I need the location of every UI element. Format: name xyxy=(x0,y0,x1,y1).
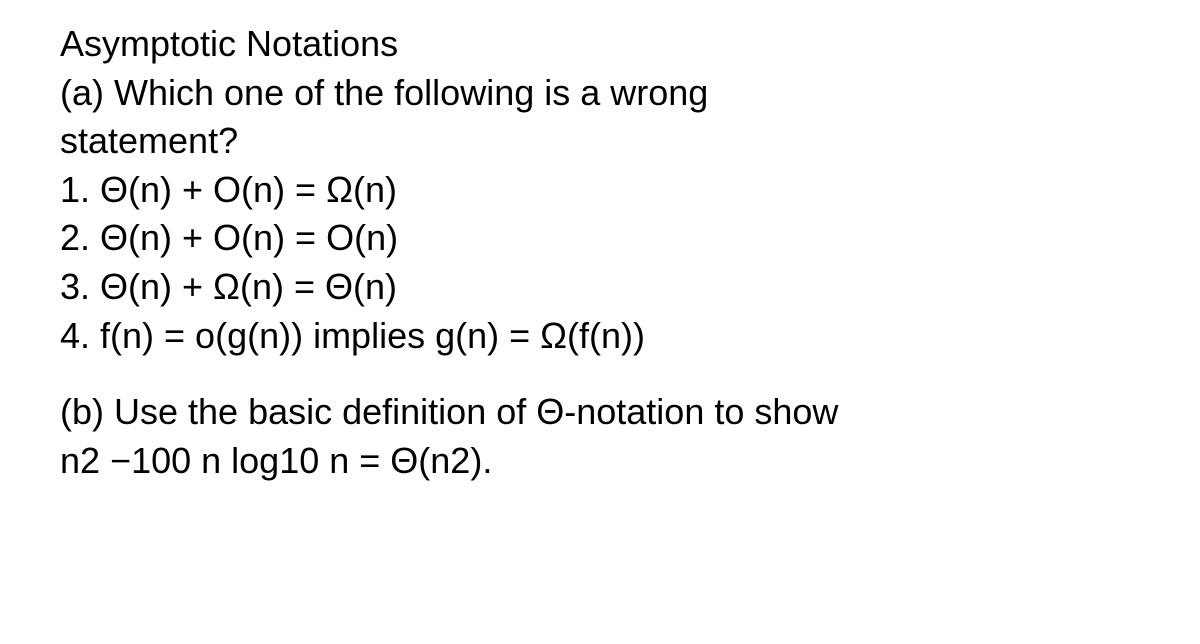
part-b-line1: (b) Use the basic definition of Θ-notati… xyxy=(60,388,1140,437)
option-4: 4. f(n) = o(g(n)) implies g(n) = Ω(f(n)) xyxy=(60,312,1140,361)
option-3: 3. Θ(n) + Ω(n) = Θ(n) xyxy=(60,263,1140,312)
option-2: 2. Θ(n) + O(n) = O(n) xyxy=(60,214,1140,263)
question-content: Asymptotic Notations (a) Which one of th… xyxy=(60,20,1140,485)
part-a-prompt-line1: (a) Which one of the following is a wron… xyxy=(60,69,1140,118)
title: Asymptotic Notations xyxy=(60,20,1140,69)
part-a-prompt-line2: statement? xyxy=(60,117,1140,166)
part-b-line2: n2 −100 n log10 n = Θ(n2). xyxy=(60,437,1140,486)
option-1: 1. Θ(n) + O(n) = Ω(n) xyxy=(60,166,1140,215)
